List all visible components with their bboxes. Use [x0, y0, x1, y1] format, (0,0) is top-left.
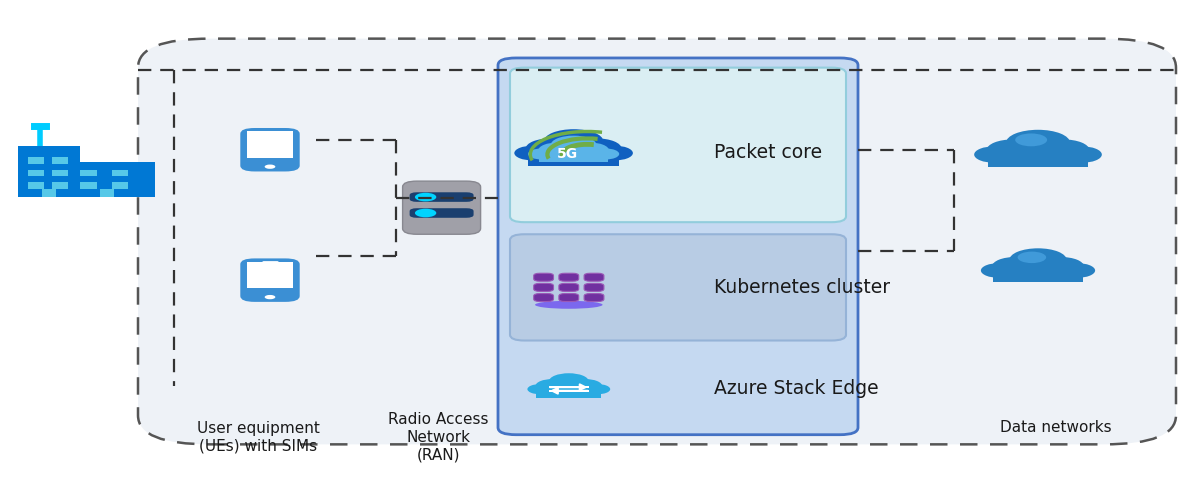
- Text: User equipment
(UEs) with SIMs: User equipment (UEs) with SIMs: [197, 421, 319, 454]
- Circle shape: [1018, 252, 1046, 263]
- FancyBboxPatch shape: [498, 58, 858, 435]
- Circle shape: [265, 165, 275, 169]
- Circle shape: [415, 193, 437, 201]
- FancyBboxPatch shape: [68, 162, 155, 197]
- FancyBboxPatch shape: [988, 155, 1088, 168]
- FancyBboxPatch shape: [42, 189, 56, 197]
- Circle shape: [992, 257, 1039, 276]
- Circle shape: [596, 146, 632, 160]
- FancyBboxPatch shape: [240, 128, 300, 171]
- FancyBboxPatch shape: [28, 170, 44, 176]
- FancyBboxPatch shape: [510, 234, 846, 341]
- FancyBboxPatch shape: [247, 131, 293, 157]
- Circle shape: [1037, 257, 1084, 276]
- FancyBboxPatch shape: [409, 192, 474, 202]
- Text: Packet core: Packet core: [714, 142, 822, 162]
- Circle shape: [1006, 130, 1070, 156]
- FancyBboxPatch shape: [510, 68, 846, 222]
- Text: Azure Stack Edge: Azure Stack Edge: [714, 379, 878, 398]
- FancyBboxPatch shape: [540, 152, 607, 162]
- Circle shape: [544, 129, 604, 153]
- Circle shape: [528, 384, 553, 394]
- FancyBboxPatch shape: [138, 39, 1176, 444]
- Circle shape: [551, 136, 596, 154]
- Text: 5G: 5G: [557, 147, 578, 161]
- FancyBboxPatch shape: [28, 182, 44, 189]
- Circle shape: [415, 209, 437, 217]
- FancyBboxPatch shape: [528, 152, 619, 166]
- Circle shape: [1061, 146, 1102, 163]
- Circle shape: [265, 295, 275, 299]
- FancyBboxPatch shape: [584, 294, 604, 301]
- FancyBboxPatch shape: [52, 182, 68, 189]
- FancyBboxPatch shape: [112, 170, 128, 176]
- Circle shape: [570, 142, 608, 158]
- Circle shape: [539, 142, 577, 158]
- Circle shape: [1009, 248, 1067, 271]
- Circle shape: [550, 373, 588, 389]
- Circle shape: [974, 146, 1015, 163]
- Ellipse shape: [535, 301, 602, 309]
- FancyBboxPatch shape: [403, 181, 480, 234]
- FancyBboxPatch shape: [52, 170, 68, 176]
- FancyBboxPatch shape: [247, 262, 293, 288]
- FancyBboxPatch shape: [534, 284, 553, 291]
- FancyBboxPatch shape: [28, 157, 44, 164]
- Text: Data networks: Data networks: [1000, 420, 1112, 435]
- FancyBboxPatch shape: [550, 386, 588, 388]
- FancyBboxPatch shape: [559, 284, 578, 291]
- FancyBboxPatch shape: [100, 189, 114, 197]
- FancyBboxPatch shape: [559, 273, 578, 281]
- FancyBboxPatch shape: [584, 273, 604, 281]
- FancyBboxPatch shape: [584, 284, 604, 291]
- Circle shape: [1037, 140, 1090, 160]
- Circle shape: [592, 148, 619, 159]
- FancyBboxPatch shape: [112, 182, 128, 189]
- FancyBboxPatch shape: [994, 270, 1082, 282]
- Circle shape: [526, 138, 576, 158]
- Circle shape: [586, 384, 611, 394]
- FancyBboxPatch shape: [559, 294, 578, 301]
- FancyBboxPatch shape: [550, 389, 588, 392]
- Circle shape: [980, 263, 1018, 278]
- FancyBboxPatch shape: [52, 157, 68, 164]
- Circle shape: [535, 379, 570, 393]
- FancyBboxPatch shape: [80, 182, 97, 189]
- FancyBboxPatch shape: [80, 170, 97, 176]
- Circle shape: [568, 379, 602, 393]
- Circle shape: [1015, 133, 1048, 146]
- Circle shape: [515, 146, 551, 160]
- FancyBboxPatch shape: [536, 389, 601, 398]
- FancyBboxPatch shape: [240, 258, 300, 302]
- Circle shape: [528, 148, 556, 159]
- Circle shape: [571, 138, 622, 158]
- FancyBboxPatch shape: [18, 146, 80, 197]
- FancyBboxPatch shape: [534, 273, 553, 281]
- Circle shape: [1058, 263, 1096, 278]
- FancyBboxPatch shape: [534, 294, 553, 301]
- Text: Kubernetes cluster: Kubernetes cluster: [714, 278, 890, 297]
- Circle shape: [986, 140, 1039, 160]
- Text: Radio Access
Network
(RAN): Radio Access Network (RAN): [388, 412, 488, 462]
- FancyBboxPatch shape: [409, 208, 474, 218]
